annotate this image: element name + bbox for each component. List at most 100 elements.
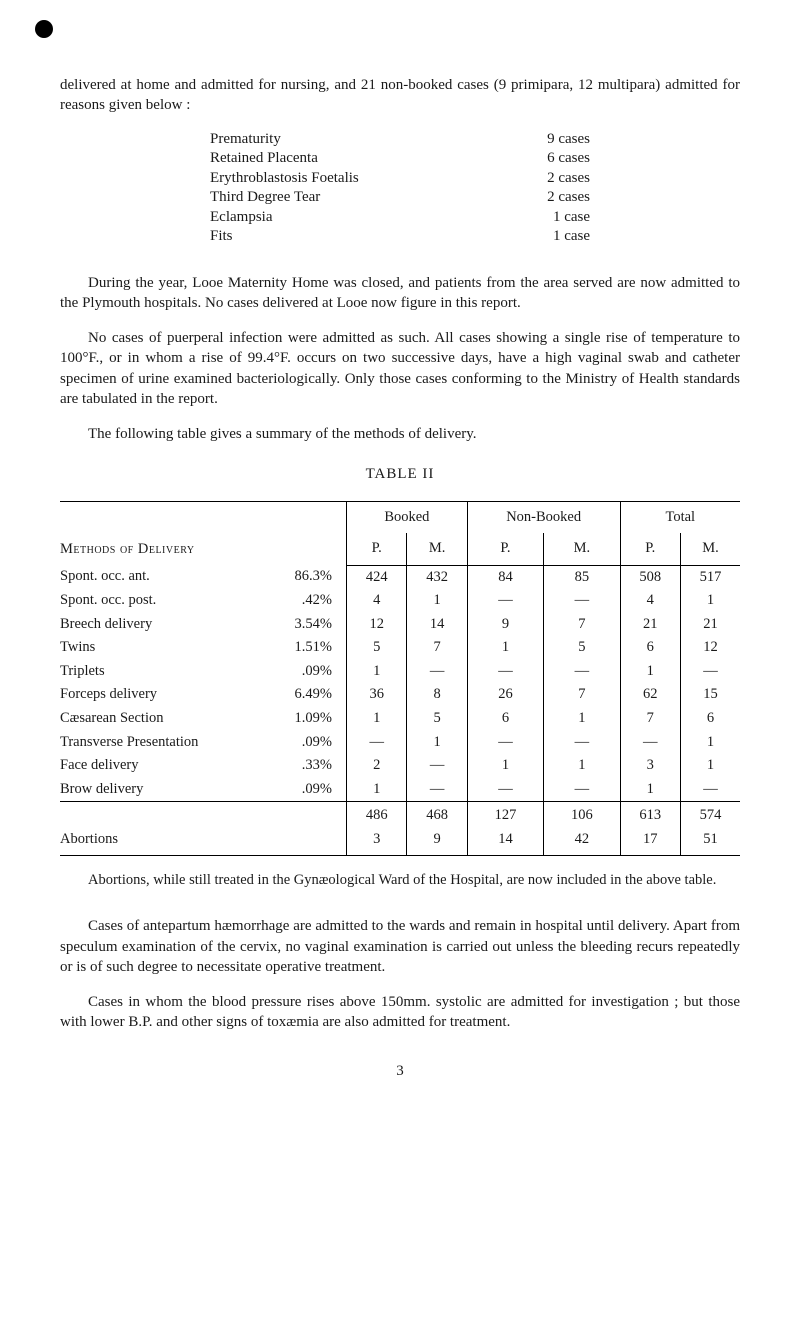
cell: 6 (467, 707, 543, 731)
reasons-row: Third Degree Tear2 cases (210, 188, 590, 208)
cell: 1 (347, 660, 407, 684)
cell: 574 (680, 802, 740, 828)
cell: 1 (680, 731, 740, 755)
cell: — (544, 660, 620, 684)
cell: 486 (347, 802, 407, 828)
cell: 432 (407, 565, 467, 589)
row-label (60, 802, 266, 828)
mid-paragraph-3: The following table gives a summary of t… (60, 424, 740, 444)
cell: 51 (680, 828, 740, 856)
cell: — (467, 660, 543, 684)
reasons-list: Prematurity9 casesRetained Placenta6 cas… (210, 130, 590, 247)
col-group-total: Total (620, 501, 740, 533)
methods-caption: Methods of Delivery (60, 541, 195, 557)
mid-paragraph-2: No cases of puerperal infection were adm… (60, 328, 740, 409)
table2-title: TABLE II (60, 464, 740, 484)
reasons-row: Prematurity9 cases (210, 130, 590, 150)
cell: 85 (544, 565, 620, 589)
cell: — (467, 778, 543, 802)
row-label: Abortions (60, 828, 266, 856)
cell: 508 (620, 565, 680, 589)
cell: 21 (620, 613, 680, 637)
subhead: P. (347, 533, 407, 565)
cell: 7 (544, 683, 620, 707)
cell: 1 (620, 778, 680, 802)
table-row: 486468127106613574 (60, 802, 740, 828)
cell: 4 (620, 589, 680, 613)
cell: 1 (544, 754, 620, 778)
cell: 6 (680, 707, 740, 731)
table-row: Spont. occ. ant.86.3%4244328485508517 (60, 565, 740, 589)
cell: — (407, 660, 467, 684)
table-row: Abortions3914421751 (60, 828, 740, 856)
table-row: Forceps delivery6.49%3682676215 (60, 683, 740, 707)
table-row: Triplets.09%1———1— (60, 660, 740, 684)
cell: 1 (544, 707, 620, 731)
cell: 14 (467, 828, 543, 856)
row-label: Cæsarean Section (60, 707, 266, 731)
cell: 21 (680, 613, 740, 637)
cell: 4 (347, 589, 407, 613)
cell: 106 (544, 802, 620, 828)
reason-label: Eclampsia (210, 208, 520, 228)
row-pct: .42% (266, 589, 347, 613)
cell: 14 (407, 613, 467, 637)
cell: — (544, 731, 620, 755)
reasons-row: Eclampsia1 case (210, 208, 590, 228)
row-label: Face delivery (60, 754, 266, 778)
row-label: Twins (60, 636, 266, 660)
cell: 1 (347, 707, 407, 731)
row-pct: .09% (266, 731, 347, 755)
cell: 1 (407, 731, 467, 755)
row-pct: .09% (266, 660, 347, 684)
row-label: Triplets (60, 660, 266, 684)
cell: 36 (347, 683, 407, 707)
row-label: Forceps delivery (60, 683, 266, 707)
cell: 613 (620, 802, 680, 828)
cell: — (467, 589, 543, 613)
cell: 7 (620, 707, 680, 731)
reason-label: Erythroblastosis Foetalis (210, 169, 520, 189)
cell: 468 (407, 802, 467, 828)
cell: 3 (347, 828, 407, 856)
cell: 1 (680, 589, 740, 613)
table-row: Cæsarean Section1.09%156176 (60, 707, 740, 731)
cell: 26 (467, 683, 543, 707)
reason-count: 9 cases (520, 130, 590, 150)
table-row: Twins1.51%5715612 (60, 636, 740, 660)
cell: 7 (407, 636, 467, 660)
cell: 127 (467, 802, 543, 828)
col-group-nonbooked: Non-Booked (467, 501, 620, 533)
reason-label: Third Degree Tear (210, 188, 520, 208)
cell: 1 (467, 636, 543, 660)
cell: 42 (544, 828, 620, 856)
reasons-row: Retained Placenta6 cases (210, 149, 590, 169)
cell: 62 (620, 683, 680, 707)
cell: — (544, 589, 620, 613)
reasons-row: Fits1 case (210, 227, 590, 247)
closing-paragraph-1: Cases of antepartum hæmorrhage are admit… (60, 916, 740, 977)
row-label: Breech delivery (60, 613, 266, 637)
table2: Methods of Delivery Booked Non-Booked To… (60, 501, 740, 857)
cell: 12 (680, 636, 740, 660)
cell: — (347, 731, 407, 755)
row-pct: 1.09% (266, 707, 347, 731)
cell: — (407, 778, 467, 802)
row-pct: .33% (266, 754, 347, 778)
cell: 5 (544, 636, 620, 660)
row-pct (266, 802, 347, 828)
table-row: Transverse Presentation.09%—1———1 (60, 731, 740, 755)
cell: 9 (407, 828, 467, 856)
mid-paragraph-1: During the year, Looe Maternity Home was… (60, 273, 740, 314)
table-row: Spont. occ. post..42%41——41 (60, 589, 740, 613)
row-pct: 3.54% (266, 613, 347, 637)
cell: 7 (544, 613, 620, 637)
reason-count: 1 case (520, 208, 590, 228)
cell: 2 (347, 754, 407, 778)
subhead: P. (620, 533, 680, 565)
row-pct: 6.49% (266, 683, 347, 707)
reasons-row: Erythroblastosis Foetalis2 cases (210, 169, 590, 189)
cell: 1 (347, 778, 407, 802)
cell: — (620, 731, 680, 755)
cell: 1 (407, 589, 467, 613)
